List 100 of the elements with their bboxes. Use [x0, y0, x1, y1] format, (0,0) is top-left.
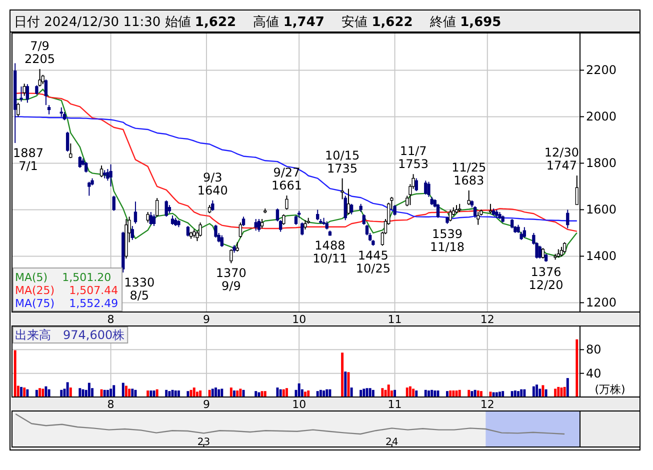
bar [177, 390, 180, 397]
annotation: 11/7 1753 [398, 144, 429, 172]
bar [199, 390, 202, 397]
bar [192, 388, 196, 397]
annotation: 10/15 1735 [325, 148, 360, 176]
bar [563, 386, 566, 397]
annotation: 1488 10/11 [312, 238, 348, 266]
bar [239, 388, 242, 397]
annotation: 9/3 1640 [197, 170, 228, 198]
candlestick [285, 195, 288, 210]
bar [470, 391, 474, 397]
bar [48, 389, 50, 397]
bar [544, 389, 548, 397]
bar [536, 384, 538, 397]
bar [408, 386, 412, 397]
bar [458, 390, 461, 397]
x-tick-label: 10 [292, 398, 306, 411]
candlestick [152, 214, 156, 226]
candlestick [220, 234, 224, 248]
bar [449, 390, 452, 397]
bar [264, 391, 266, 397]
candlestick [510, 218, 514, 229]
x-tick-label: 12 [480, 313, 494, 326]
candlestick [538, 245, 542, 260]
bar [542, 385, 544, 397]
bar [156, 389, 158, 397]
bar [14, 350, 16, 397]
bar [211, 388, 214, 397]
bar [233, 390, 236, 397]
candlestick [198, 222, 202, 237]
candlestick [344, 195, 347, 221]
bar [103, 390, 106, 397]
candlestick [156, 198, 159, 218]
candlestick [436, 203, 440, 218]
bar [60, 390, 63, 397]
annotation: 9/27 1661 [271, 166, 302, 193]
y-tick-label: 1200 [586, 296, 617, 310]
candlestick [476, 212, 480, 226]
bar [446, 391, 448, 397]
candlestick [316, 209, 320, 221]
bar [26, 389, 29, 397]
bar [576, 339, 578, 397]
bar [434, 390, 436, 397]
candlestick [230, 248, 233, 264]
chart-title: 日付 2024/12/30 11:30 始値 1,622 高値 1,747 安値 1,622 終値 1,695 [14, 15, 502, 30]
text: MA(25) 1,507.44 [15, 284, 118, 297]
bar [480, 391, 482, 397]
bar [514, 390, 516, 397]
bar [476, 390, 480, 397]
candlestick [393, 204, 396, 216]
bar [341, 352, 344, 397]
candlestick [211, 200, 214, 212]
bar [360, 390, 362, 397]
annotation: 1539 11/18 [430, 226, 465, 254]
text: MA(75) 1,552.49 [15, 297, 118, 310]
bar [560, 388, 563, 397]
x-tick-label: 23 [197, 437, 210, 448]
bar [502, 391, 504, 397]
candlestick [60, 106, 63, 118]
bar [286, 388, 288, 397]
candlestick [112, 195, 116, 212]
candlestick [362, 214, 366, 226]
bar [100, 389, 103, 397]
bar [304, 392, 306, 397]
bar [326, 389, 328, 397]
bar [242, 390, 245, 397]
x-tick-label: 9 [202, 398, 210, 411]
bar [520, 389, 523, 397]
y-tick-label: 40 [586, 366, 602, 380]
x-tick-label: 11 [388, 313, 402, 326]
bar [498, 392, 501, 397]
bar [468, 390, 470, 397]
candlestick [257, 218, 261, 232]
candlestick [340, 178, 344, 200]
x-tick-label: 8 [107, 313, 114, 326]
annotation: 1370 9/9 [216, 266, 246, 294]
candlestick [448, 209, 452, 222]
candlestick [47, 104, 51, 115]
bar [517, 391, 520, 397]
candlestick [560, 246, 564, 257]
bar [387, 384, 390, 397]
candlestick [488, 203, 492, 214]
bar [455, 390, 458, 397]
x-tick-label: 9 [202, 313, 210, 326]
candlestick [22, 83, 26, 96]
candlestick [149, 212, 152, 226]
candlestick [562, 242, 566, 254]
bar [171, 390, 174, 397]
x-tick-label: 12 [480, 398, 494, 411]
bar [218, 389, 220, 397]
bar [428, 390, 430, 397]
bar [112, 385, 116, 397]
x-tick-label: 24 [386, 437, 398, 448]
bar [381, 388, 384, 397]
candlestick [78, 156, 82, 168]
x-tick-label: 11 [388, 398, 402, 411]
bar [316, 391, 319, 397]
candlestick [146, 212, 150, 223]
bar [38, 388, 42, 397]
text: MA(5) 1,501.20 [15, 271, 112, 284]
